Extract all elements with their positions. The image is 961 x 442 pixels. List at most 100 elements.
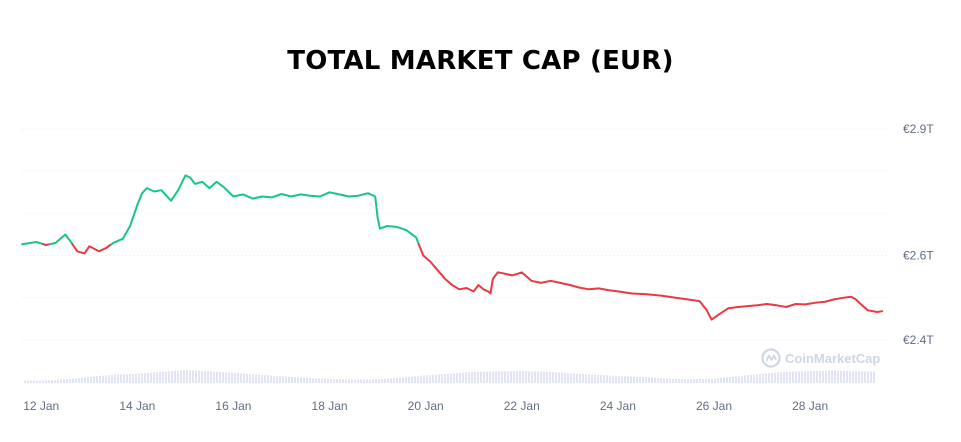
- price-line-up: [48, 233, 74, 246]
- volume-bar: [273, 375, 275, 383]
- volume-bar: [657, 378, 659, 383]
- volume-bar: [486, 371, 488, 383]
- volume-bar: [522, 370, 524, 383]
- price-line-up: [110, 174, 420, 246]
- volume-bar: [681, 379, 683, 383]
- volume-bar: [294, 377, 296, 383]
- volume-bar: [63, 379, 65, 383]
- volume-bar: [141, 373, 143, 383]
- volume-bar: [333, 379, 335, 383]
- volume-bar: [150, 372, 152, 383]
- volume-bar: [846, 370, 848, 383]
- volume-bar: [852, 371, 854, 383]
- volume-bar: [750, 374, 752, 383]
- volume-bar: [873, 371, 875, 383]
- volume-bar: [612, 375, 614, 383]
- y-tick-label: €2.4T: [903, 333, 934, 347]
- volume-bar: [645, 377, 647, 383]
- y-axis: €2.9T €2.6T €2.4T: [903, 122, 934, 347]
- volume-bar: [672, 378, 674, 383]
- volume-bar: [759, 373, 761, 383]
- volume-bar: [192, 370, 194, 383]
- volume-bar: [414, 376, 416, 383]
- volume-bar: [171, 370, 173, 383]
- volume-bar: [603, 375, 605, 383]
- chart-title: TOTAL MARKET CAP (EUR): [287, 46, 674, 76]
- volume-bar: [600, 375, 602, 383]
- volume-bar: [375, 379, 377, 383]
- volume-bar: [540, 371, 542, 383]
- volume-bar: [699, 379, 701, 383]
- volume-bar: [360, 379, 362, 383]
- volume-bar: [393, 378, 395, 383]
- volume-bar: [126, 374, 128, 383]
- volume-bar: [642, 377, 644, 383]
- volume-bar: [840, 370, 842, 383]
- volume-bar: [39, 380, 41, 383]
- volume-bar: [774, 372, 776, 383]
- volume-bar: [621, 376, 623, 383]
- volume-bar: [249, 374, 251, 383]
- volume-bar: [324, 378, 326, 383]
- volume-bar: [468, 372, 470, 383]
- volume-bar: [714, 378, 716, 383]
- volume-bar: [519, 371, 521, 383]
- volume-bar: [111, 374, 113, 383]
- volume-bar: [651, 377, 653, 383]
- volume-bar: [594, 374, 596, 383]
- volume-bar: [30, 380, 32, 383]
- volume-bar: [825, 370, 827, 383]
- volume-bar: [168, 371, 170, 383]
- volume-bar: [684, 379, 686, 383]
- volume-bar: [675, 378, 677, 383]
- volume-bar: [504, 371, 506, 383]
- volume-bar: [849, 371, 851, 383]
- volume-bar: [105, 375, 107, 383]
- volume-bar: [351, 379, 353, 383]
- volume-bar: [456, 373, 458, 383]
- volume-bar: [861, 371, 863, 383]
- volume-bar: [858, 371, 860, 383]
- volume-bar: [216, 371, 218, 383]
- volume-bar: [279, 376, 281, 383]
- volume-bar: [789, 371, 791, 383]
- watermark-text: CoinMarketCap: [785, 351, 880, 366]
- volume-bar: [402, 377, 404, 383]
- volume-bar: [66, 379, 68, 383]
- volume-bar: [315, 378, 317, 383]
- volume-bar: [816, 370, 818, 383]
- volume-bar: [609, 375, 611, 383]
- volume-bar: [390, 378, 392, 383]
- volume-bar: [285, 376, 287, 383]
- volume-bar: [639, 376, 641, 383]
- volume-bar: [177, 370, 179, 383]
- volume-bar: [306, 377, 308, 383]
- volume-bar: [756, 374, 758, 383]
- volume-bar: [507, 371, 509, 383]
- volume-bar: [585, 374, 587, 383]
- volume-bar: [255, 374, 257, 383]
- volume-bar: [309, 377, 311, 383]
- volume-bar: [729, 376, 731, 383]
- volume-bar: [153, 372, 155, 383]
- volume-bar: [834, 370, 836, 383]
- volume-bar: [84, 377, 86, 383]
- volume-bar: [327, 378, 329, 383]
- volume-bar: [411, 376, 413, 383]
- price-line-down: [42, 243, 51, 246]
- volume-bar: [579, 373, 581, 383]
- volume-bar: [462, 372, 464, 383]
- volume-bar: [561, 372, 563, 383]
- volume-bar: [162, 371, 164, 383]
- x-tick-label: 16 Jan: [215, 399, 251, 413]
- volume-bar: [711, 378, 713, 383]
- volume-bar: [630, 376, 632, 383]
- y-tick-label: €2.9T: [903, 122, 934, 136]
- volume-bar: [267, 375, 269, 383]
- x-tick-label: 14 Jan: [119, 399, 155, 413]
- volume-bar: [588, 374, 590, 383]
- volume-bar: [234, 372, 236, 383]
- x-tick-label: 22 Jan: [504, 399, 540, 413]
- volume-bar: [27, 380, 29, 383]
- x-tick-label: 18 Jan: [312, 399, 348, 413]
